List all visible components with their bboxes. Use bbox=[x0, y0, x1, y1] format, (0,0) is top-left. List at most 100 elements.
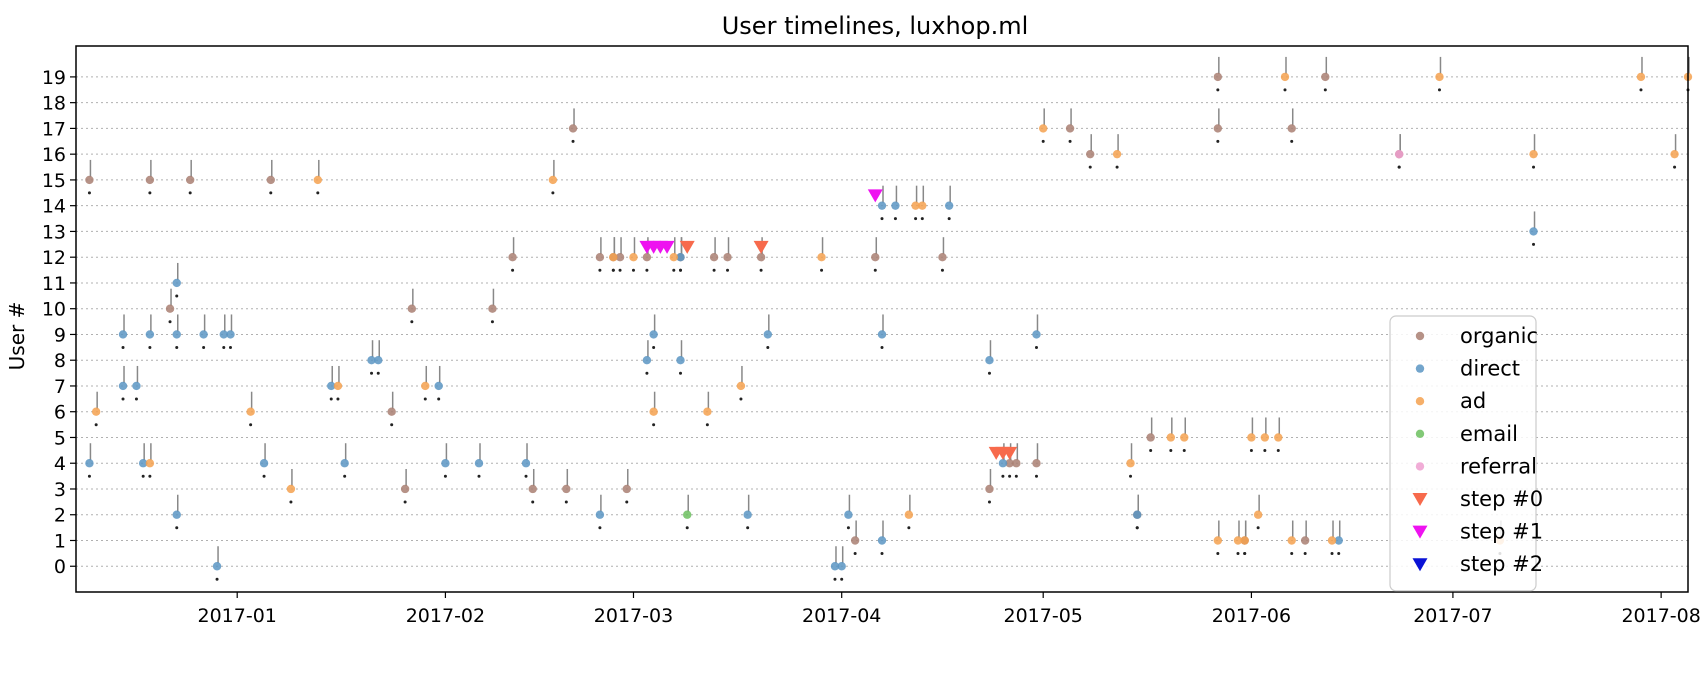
data-point-direct bbox=[944, 201, 954, 210]
data-point-direct bbox=[642, 356, 652, 365]
event-tick-dot bbox=[403, 500, 407, 504]
event-tick-dot bbox=[1263, 448, 1267, 452]
data-point-direct bbox=[891, 201, 900, 210]
data-point-direct bbox=[1529, 227, 1538, 236]
legend-swatch bbox=[1415, 429, 1425, 438]
event-tick-dot bbox=[524, 474, 528, 478]
data-point-direct bbox=[595, 510, 605, 519]
event-tick-dot bbox=[746, 526, 750, 530]
event-tick-dot bbox=[1008, 474, 1012, 478]
event-tick-dot bbox=[679, 371, 682, 375]
event-tick-dot bbox=[759, 268, 763, 272]
event-tick-dot bbox=[1397, 165, 1401, 169]
event-tick-dot bbox=[1639, 88, 1643, 92]
event-tick-dot bbox=[94, 423, 98, 427]
data-point-organic bbox=[1065, 124, 1075, 133]
y-tick-label: 13 bbox=[42, 221, 66, 243]
data-point-ad bbox=[548, 175, 558, 185]
event-tick-dot bbox=[1135, 526, 1139, 530]
data-point-organic bbox=[1146, 433, 1155, 442]
data-point-direct bbox=[763, 330, 773, 339]
event-tick-dot bbox=[1243, 551, 1247, 555]
data-point-organic bbox=[642, 252, 652, 262]
data-point-organic bbox=[1032, 459, 1041, 468]
data-point-organic bbox=[871, 252, 880, 262]
data-point-referral bbox=[1394, 149, 1404, 159]
y-tick-label: 10 bbox=[42, 299, 66, 321]
event-tick-dot bbox=[477, 474, 481, 478]
legend-swatch bbox=[1412, 558, 1428, 572]
y-tick-label: 6 bbox=[54, 402, 66, 424]
data-point-direct bbox=[830, 562, 840, 571]
x-tick-label: 2017-02 bbox=[406, 605, 485, 627]
event-tick-dot bbox=[685, 526, 689, 530]
event-tick-dot bbox=[1532, 242, 1536, 246]
y-tick-label: 16 bbox=[42, 144, 66, 166]
data-point-ad bbox=[736, 381, 746, 391]
data-point-organic bbox=[1213, 124, 1223, 133]
event-tick-dot bbox=[249, 423, 253, 427]
event-tick-dot bbox=[202, 345, 206, 349]
event-tick-dot bbox=[289, 500, 293, 504]
event-tick-dot bbox=[511, 268, 515, 272]
data-point-direct bbox=[434, 381, 443, 391]
data-point-organic bbox=[1086, 149, 1095, 159]
data-point-ad bbox=[1670, 149, 1679, 159]
event-tick-dot bbox=[987, 500, 991, 504]
event-tick-dot bbox=[766, 345, 770, 349]
event-tick-dot bbox=[726, 268, 730, 272]
event-tick-dot bbox=[940, 268, 944, 272]
event-tick-dot bbox=[390, 423, 394, 427]
event-tick-dot bbox=[188, 191, 192, 195]
event-tick-dot bbox=[1216, 551, 1220, 555]
event-tick-dot bbox=[947, 217, 951, 221]
event-tick-dot bbox=[148, 191, 152, 195]
data-point-organic bbox=[1012, 459, 1021, 468]
data-point-ad bbox=[1213, 536, 1223, 545]
legend-label: email bbox=[1460, 422, 1518, 446]
data-point-direct bbox=[374, 356, 383, 365]
y-tick-label: 0 bbox=[54, 556, 66, 578]
event-tick-dot bbox=[423, 397, 427, 401]
event-tick-dot bbox=[410, 320, 414, 324]
data-point-organic bbox=[1005, 459, 1014, 468]
data-point-direct bbox=[212, 562, 222, 571]
data-point-organic bbox=[165, 304, 175, 313]
event-tick-dot bbox=[1034, 474, 1038, 478]
event-tick-dot bbox=[564, 500, 568, 504]
data-point-direct bbox=[199, 330, 208, 339]
event-tick-dot bbox=[316, 191, 320, 195]
event-tick-dot bbox=[215, 577, 219, 581]
data-point-direct bbox=[118, 330, 128, 339]
y-tick-label: 5 bbox=[54, 427, 66, 449]
data-point-organic bbox=[528, 484, 537, 494]
step-marker-step-1 bbox=[659, 240, 675, 254]
legend-swatch bbox=[1412, 493, 1428, 506]
x-tick-label: 2017-05 bbox=[1004, 605, 1083, 627]
data-point-organic bbox=[488, 304, 497, 313]
y-tick-label: 8 bbox=[54, 350, 66, 372]
event-tick-dot bbox=[1182, 448, 1186, 452]
event-tick-dot bbox=[134, 397, 138, 401]
data-point-organic bbox=[568, 124, 578, 133]
x-tick-label: 2017-04 bbox=[802, 605, 881, 627]
event-tick-dot bbox=[437, 397, 441, 401]
legend: organic direct ad email referral step #0 step … bbox=[1389, 315, 1543, 592]
data-point-ad bbox=[609, 252, 618, 262]
step-marker-step-1 bbox=[867, 189, 883, 203]
legend-label: step #2 bbox=[1460, 552, 1543, 576]
event-tick-dot bbox=[739, 397, 743, 401]
event-tick-dot bbox=[1001, 474, 1005, 478]
event-tick-dot bbox=[148, 474, 152, 478]
data-point-organic bbox=[622, 484, 631, 494]
event-tick-dot bbox=[1149, 448, 1153, 452]
data-point-direct bbox=[877, 536, 887, 545]
data-point-direct bbox=[441, 459, 450, 468]
event-tick-dot bbox=[121, 397, 125, 401]
event-tick-dot bbox=[1129, 474, 1133, 478]
event-tick-dot bbox=[652, 423, 656, 427]
event-tick-dot bbox=[1256, 526, 1260, 530]
event-tick-dot bbox=[262, 474, 266, 478]
event-tick-dot bbox=[1041, 139, 1045, 143]
